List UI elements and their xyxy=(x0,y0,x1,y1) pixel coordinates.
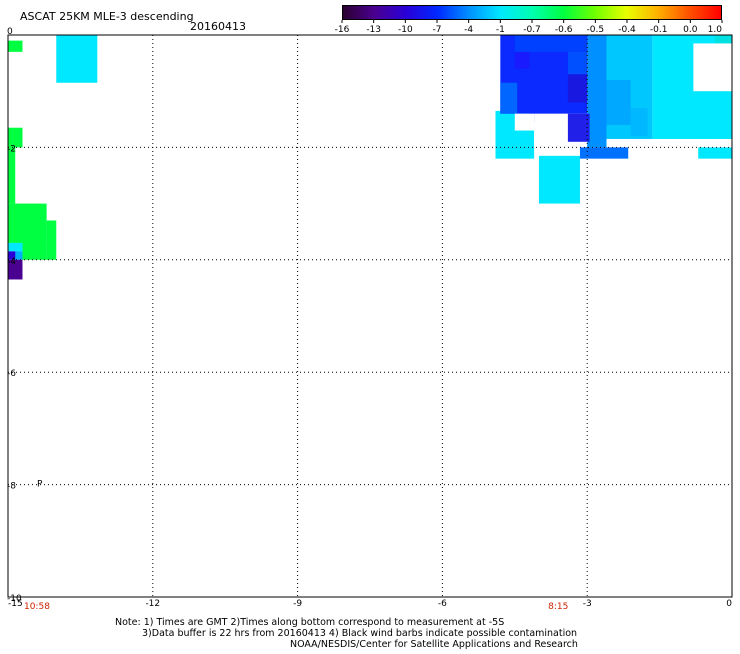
y-tick-label: -8 xyxy=(7,482,16,492)
y-tick-label: -10 xyxy=(7,594,22,604)
data-cell xyxy=(8,147,16,204)
no-data-region xyxy=(514,113,535,131)
y-tick-label: -2 xyxy=(7,144,16,154)
note-line-3: NOAA/NESDIS/Center for Satellite Applica… xyxy=(290,639,578,650)
colorbar-label: 1.0 xyxy=(708,25,723,35)
data-cell xyxy=(514,35,588,52)
colorbar-label: -1 xyxy=(496,25,505,35)
wind-barb-icon: P xyxy=(37,480,43,490)
data-cell xyxy=(567,74,588,103)
data-cell xyxy=(8,127,23,148)
time-label: 10:58 xyxy=(24,602,50,612)
colorbar-label: -7 xyxy=(433,25,442,35)
data-cell xyxy=(15,251,23,260)
x-tick-label: -3 xyxy=(583,599,592,609)
colorbar-label: -0.5 xyxy=(587,25,605,35)
colorbar-label: -0.1 xyxy=(650,25,668,35)
colorbar-label: -0.4 xyxy=(618,25,636,35)
time-labels: 10:58 8:15 xyxy=(24,602,568,612)
time-label: 8:15 xyxy=(548,602,568,612)
x-tick-label: -6 xyxy=(438,599,447,609)
y-tick-label: -4 xyxy=(7,257,16,267)
x-tick-label: -12 xyxy=(145,599,160,609)
y-tick-label: -6 xyxy=(7,369,16,379)
data-cell xyxy=(630,108,648,137)
data-cell xyxy=(8,251,18,260)
data-cell xyxy=(514,51,530,69)
data-cell xyxy=(46,220,57,260)
data-cell xyxy=(698,147,732,159)
data-cell xyxy=(8,259,23,280)
data-cell xyxy=(606,79,631,125)
x-tick-label: -15 xyxy=(8,599,23,609)
data-cell xyxy=(587,35,607,148)
data-cell xyxy=(8,242,23,252)
data-cell xyxy=(500,82,518,114)
note-line-2: 3)Data buffer is 22 hrs from 20160413 4)… xyxy=(142,628,577,639)
colorbar: -16 -13 -10 -7 -4 -1 -0.7 -0.6 -0.5 -0.4 -0.1 0.0 1.… xyxy=(335,5,723,35)
axis-ticks: -15 -12 -9 -6 -3 0 0 -2 -4 -6 -8 -10 xyxy=(7,27,732,609)
note-line-1: Note: 1) Times are GMT 2)Times along bot… xyxy=(115,617,504,628)
data-cell xyxy=(538,155,580,204)
map-title: ASCAT 25KM MLE-3 descending xyxy=(20,10,194,23)
x-tick-label: -9 xyxy=(293,599,302,609)
data-cell xyxy=(8,203,47,243)
x-tick-label: 0 xyxy=(726,599,732,609)
colorbar-label: -13 xyxy=(366,25,381,35)
data-cells xyxy=(8,35,732,280)
y-tick-label: 0 xyxy=(7,27,13,37)
colorbar-label: 0.0 xyxy=(683,25,698,35)
data-cell xyxy=(8,40,23,52)
data-cell xyxy=(56,35,98,83)
colorbar-label: -16 xyxy=(335,25,350,35)
map-date: 20160413 xyxy=(190,20,246,33)
colorbar-gradient xyxy=(343,6,721,19)
map-frame xyxy=(7,34,733,598)
colorbar-label: -0.7 xyxy=(523,25,541,35)
grid-lines xyxy=(8,35,732,597)
no-data-region xyxy=(534,113,568,148)
colorbar-label: -0.6 xyxy=(555,25,573,35)
no-data-region xyxy=(693,43,732,92)
data-cell xyxy=(579,147,629,159)
colorbar-label: -4 xyxy=(464,25,473,35)
colorbar-label: -10 xyxy=(398,25,413,35)
data-cell xyxy=(22,240,47,260)
